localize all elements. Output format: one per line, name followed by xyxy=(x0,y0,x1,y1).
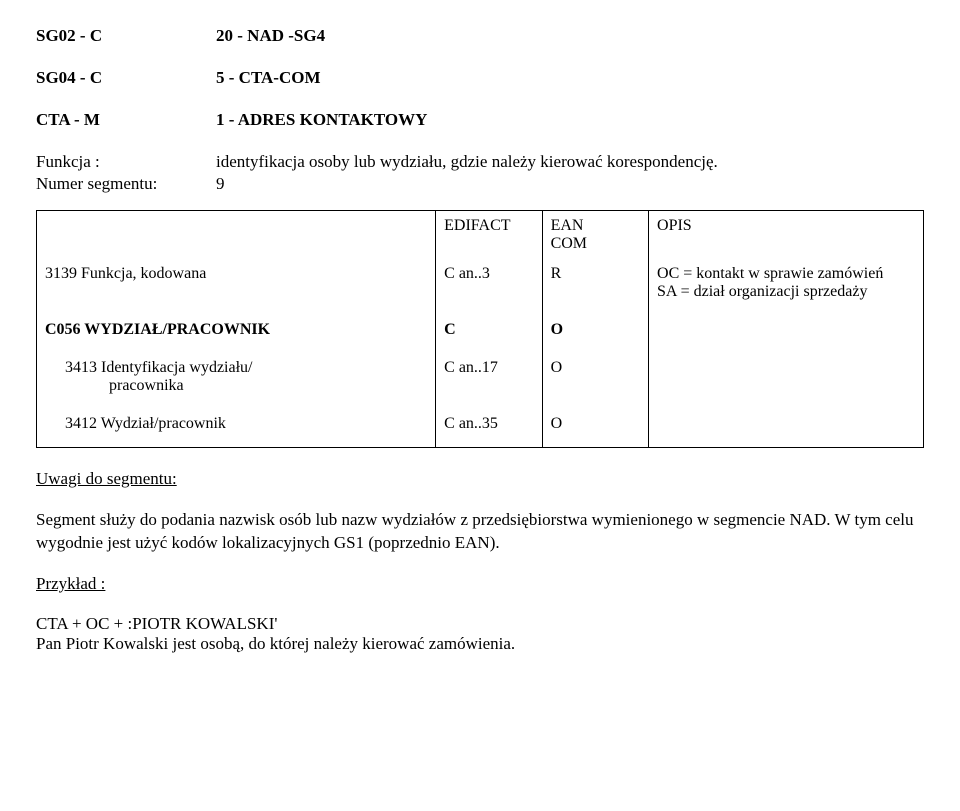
segment-table: EDIFACT EAN COM OPIS 3139 Funkcja, kodow… xyxy=(36,210,924,448)
cell-3139-edifact: C an..3 xyxy=(436,259,542,307)
cell-3139: 3139 Funkcja, kodowana xyxy=(37,259,436,307)
table-row: 3139 Funkcja, kodowana C an..3 R OC = ko… xyxy=(37,259,924,307)
cell-3413-l1: 3413 Identyfikacja wydziału/ xyxy=(65,359,253,376)
hdr-right-3: 1 - ADRES KONTAKTOWY xyxy=(216,110,427,130)
cell-3413-edifact: C an..17 xyxy=(436,345,542,401)
cell-c056-ean: O xyxy=(542,307,648,345)
cell-3413-l2: pracownika xyxy=(65,377,184,394)
cell-c056: C056 WYDZIAŁ/PRACOWNIK xyxy=(37,307,436,345)
cell-3413-opis xyxy=(649,345,924,401)
hdr-right-2: 5 - CTA-COM xyxy=(216,68,321,88)
table-row: 3413 Identyfikacja wydziału/ pracownika … xyxy=(37,345,924,401)
funkcja-row: Funkcja : identyfikacja osoby lub wydzia… xyxy=(36,152,924,172)
notes-para-1: Segment służy do podania nazwisk osób lu… xyxy=(36,509,924,555)
example-line-1: CTA + OC + :PIOTR KOWALSKI' xyxy=(36,614,924,634)
header-row-1: SG02 - C 20 - NAD -SG4 xyxy=(36,26,924,46)
hdr-right-1: 20 - NAD -SG4 xyxy=(216,26,325,46)
funkcja-value: identyfikacja osoby lub wydziału, gdzie … xyxy=(216,152,924,172)
cell-3139-ean: R xyxy=(542,259,648,307)
th-ean: EAN xyxy=(551,217,584,234)
hdr-left-1: SG02 - C xyxy=(36,26,216,46)
th-edifact: EDIFACT xyxy=(436,211,542,260)
cell-c056-opis xyxy=(649,307,924,345)
th-empty xyxy=(37,211,436,260)
opis-line-2: SA = dział organizacji sprzedaży xyxy=(657,283,867,300)
hdr-left-3: CTA - M xyxy=(36,110,216,130)
numer-row: Numer segmentu: 9 xyxy=(36,174,924,194)
cell-3139-opis: OC = kontakt w sprawie zamówień SA = dzi… xyxy=(649,259,924,307)
hdr-left-2: SG04 - C xyxy=(36,68,216,88)
table-row: C056 WYDZIAŁ/PRACOWNIK C O xyxy=(37,307,924,345)
header-row-2: SG04 - C 5 - CTA-COM xyxy=(36,68,924,88)
cell-3412-ean: O xyxy=(542,401,648,448)
przyklad-label: Przykład : xyxy=(36,574,105,593)
cell-c056-edifact: C xyxy=(436,307,542,345)
opis-line-1: OC = kontakt w sprawie zamówień xyxy=(657,265,883,282)
table-row: 3412 Wydział/pracownik C an..35 O xyxy=(37,401,924,448)
header-row-3: CTA - M 1 - ADRES KONTAKTOWY xyxy=(36,110,924,130)
table-header-row: EDIFACT EAN COM OPIS xyxy=(37,211,924,260)
th-ean-com: EAN COM xyxy=(542,211,648,260)
uwagi-label: Uwagi do segmentu: xyxy=(36,469,177,488)
example-line-2: Pan Piotr Kowalski jest osobą, do której… xyxy=(36,634,924,654)
cell-3413-ean: O xyxy=(542,345,648,401)
th-com: COM xyxy=(551,235,587,252)
funkcja-label: Funkcja : xyxy=(36,152,216,172)
cell-3413: 3413 Identyfikacja wydziału/ pracownika xyxy=(37,345,436,401)
cell-3412: 3412 Wydział/pracownik xyxy=(37,401,436,448)
numer-value: 9 xyxy=(216,174,924,194)
th-opis: OPIS xyxy=(649,211,924,260)
cell-3412-edifact: C an..35 xyxy=(436,401,542,448)
numer-label: Numer segmentu: xyxy=(36,174,216,194)
cell-3412-opis xyxy=(649,401,924,448)
